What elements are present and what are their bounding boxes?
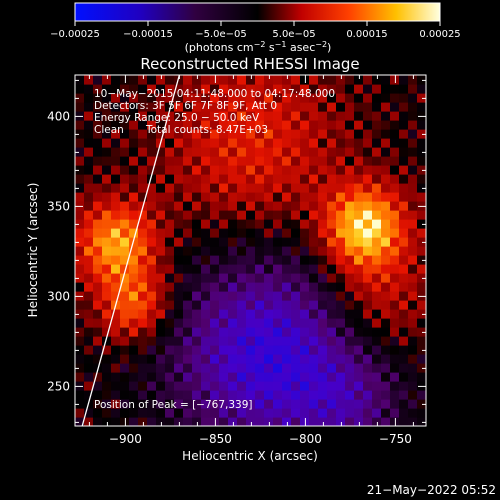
colorbar-tick-label: −5.0e−05 [195, 29, 247, 40]
y-tick-label: 400 [47, 109, 70, 123]
annotation-detectors: Detectors: 3F 5F 6F 7F 8F 9F, Att 0 [94, 100, 277, 112]
colorbar [74, 2, 441, 22]
x-axis-label: Heliocentric X (arcsec) [182, 449, 318, 463]
plot-frame [74, 74, 427, 427]
y-tick-label: 300 [47, 289, 70, 303]
solar-limb-line [81, 75, 181, 426]
x-tick-label: −800 [289, 432, 322, 446]
y-tick-label: 250 [47, 379, 70, 393]
colorbar-ticks: −0.00025 −0.00015 −5.0e−05 5.0e−05 0.00015 0.… [50, 21, 461, 40]
y-axis-label: Heliocentric Y (arcsec) [26, 183, 40, 318]
colorbar-tick-label: 0.00015 [346, 29, 387, 40]
x-tick-label: −850 [199, 432, 232, 446]
y-tick-label: 350 [47, 199, 70, 213]
x-tick-label: −750 [379, 432, 412, 446]
footer-date: 21−May−2022 05:52 [367, 483, 496, 497]
annotation-peak-position: Position of Peak = [−767,339] [94, 399, 253, 411]
colorbar-tick-label: −0.00025 [50, 29, 100, 40]
annotation-total-counts: Total counts: 8.47E+03 [145, 124, 268, 136]
annotation-energy-range: Energy Range: 25.0 − 50.0 keV [94, 112, 260, 124]
colorbar-tick-label: 0.00025 [419, 29, 460, 40]
annotation-time-range: 10−May−2015 04:11:48.000 to 04:17:48.000 [94, 88, 335, 100]
annotation-clean: Clean [94, 124, 124, 136]
chart-title: Reconstructed RHESSI Image [140, 55, 359, 73]
colorbar-unit-label: (photons cm−2 s−1 asec−2) [185, 40, 332, 55]
colorbar-tick-label: 5.0e−05 [272, 29, 315, 40]
x-tick-label: −900 [109, 432, 142, 446]
axis-ticks: −900 −850 −800 −750 250 300 350 400 [47, 75, 426, 446]
colorbar-tick-label: −0.00015 [123, 29, 173, 40]
